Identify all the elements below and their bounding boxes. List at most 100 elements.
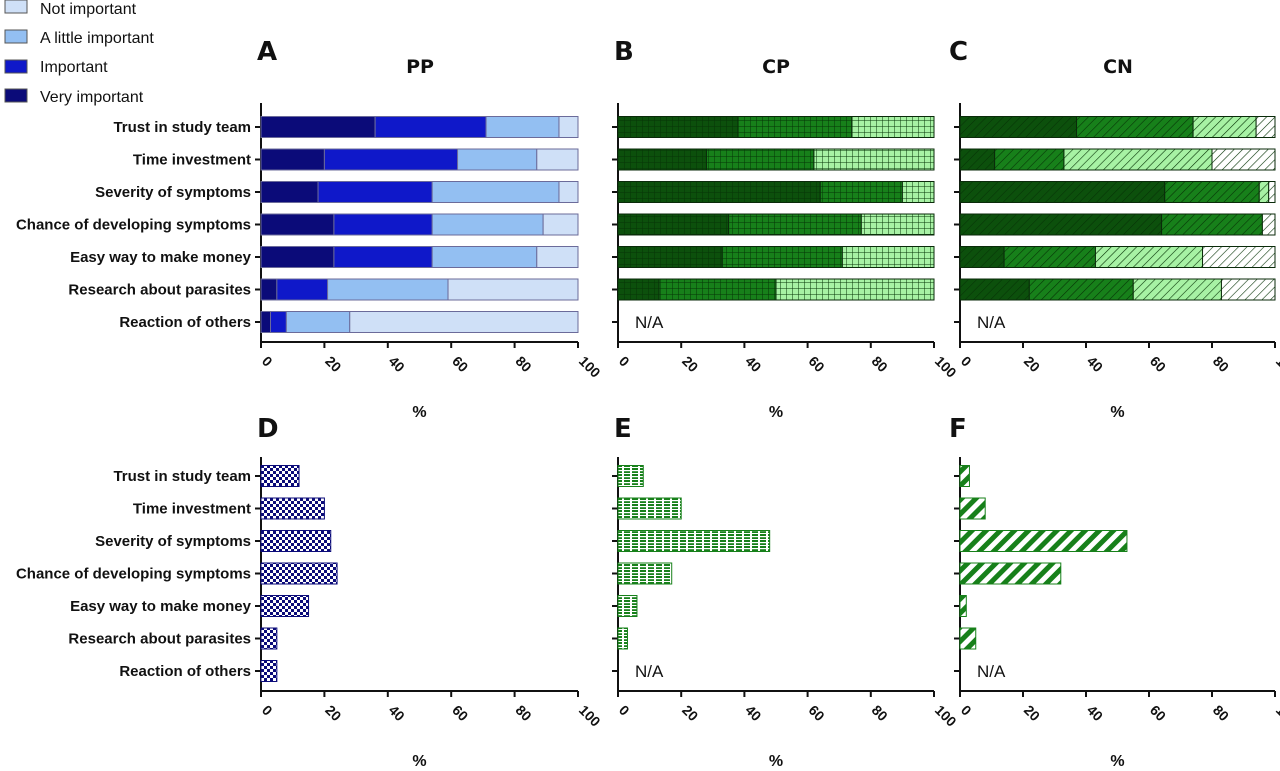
bar-segment-important-trust-in-study-team-pattern xyxy=(1076,116,1194,138)
bar-chance-of-developing-symptoms xyxy=(617,562,673,585)
x-tick-label-f: 20 xyxy=(1021,702,1043,724)
bar-reaction-of-others xyxy=(260,660,278,682)
na-label-f: N/A xyxy=(977,662,1006,681)
bar-segment-a-little-important-time-investment-pattern xyxy=(1063,149,1212,170)
panel-label-d: D xyxy=(257,414,279,444)
bar-segment-a-little-important-severity-of-symptoms-pattern xyxy=(902,181,934,203)
bar-segment-very-important-chance-of-developing-symptoms-pattern xyxy=(960,214,1162,235)
x-tick-label-a: 60 xyxy=(449,353,471,375)
bar-segment-a-little-important-time-investment xyxy=(457,148,538,171)
bar-severity-of-symptoms xyxy=(617,530,771,552)
bar-segment-important-severity-of-symptoms xyxy=(317,181,433,203)
x-tick-label-c: 20 xyxy=(1021,353,1043,375)
x-tick-label-f: 0 xyxy=(958,702,975,719)
legend-label-a-little-important: A little important xyxy=(40,30,154,47)
x-axis-title-e: % xyxy=(769,753,783,770)
bar-segment-not-important-trust-in-study-team xyxy=(558,116,579,138)
legend: Not important A little important Importa… xyxy=(4,0,154,106)
bar-time-investment xyxy=(959,497,986,520)
bar-segment-important-research-about-parasites-pattern xyxy=(1029,279,1134,300)
x-tick-label-e: 80 xyxy=(869,702,891,724)
bar-segment-important-research-about-parasites-pattern xyxy=(659,279,776,300)
x-tick-label-d: 80 xyxy=(512,702,534,724)
x-tick-label-b: 20 xyxy=(679,353,701,375)
x-tick-label-a: 0 xyxy=(259,353,276,370)
bar-segment-a-little-important-reaction-of-others xyxy=(285,311,351,333)
category-label-time-investment: Time investment xyxy=(133,501,251,518)
bar-segment-not-important-time-investment-pattern xyxy=(1212,149,1275,170)
x-tick-label-c: 100 xyxy=(1273,353,1280,381)
bar-segment-very-important-time-investment-pattern xyxy=(960,149,995,170)
bar-segment-not-important-severity-of-symptoms xyxy=(558,181,579,203)
legend-swatch-a-little-important xyxy=(4,29,28,44)
bar-segment-not-important-time-investment xyxy=(536,148,579,171)
bar-easy-way-to-make-money xyxy=(959,595,967,617)
category-label-easy-way-to-make-money: Easy way to make money xyxy=(70,249,252,266)
bar-segment-very-important-research-about-parasites xyxy=(260,278,278,301)
legend-swatch-important xyxy=(4,59,28,74)
bar-segment-a-little-important-research-about-parasites xyxy=(327,278,449,301)
bar-segment-important-severity-of-symptoms-pattern xyxy=(1164,181,1260,203)
category-label-severity-of-symptoms: Severity of symptoms xyxy=(95,184,251,201)
bar-segment-important-time-investment-pattern xyxy=(994,149,1064,170)
legend-label-very-important: Very important xyxy=(40,89,144,106)
x-tick-label-d: 100 xyxy=(576,702,604,730)
category-label-chance-of-developing-symptoms: Chance of developing symptoms xyxy=(16,217,251,234)
category-label-research-about-parasites: Research about parasites xyxy=(68,631,251,648)
bar-segment-a-little-important-time-investment-pattern xyxy=(813,149,934,170)
bar-segment-not-important-trust-in-study-team-pattern xyxy=(1256,116,1275,138)
bar-segment-not-important-easy-way-to-make-money xyxy=(536,246,579,268)
bar-segment-very-important-research-about-parasites-pattern xyxy=(618,279,660,300)
legend-swatch-not-important xyxy=(4,0,28,14)
bar-research-about-parasites xyxy=(959,627,977,650)
x-tick-label-c: 60 xyxy=(1147,353,1169,375)
panel-c: 0 20 40 60 80 100% N/A xyxy=(954,103,1280,421)
bar-research-about-parasites xyxy=(617,627,628,650)
bar-segment-not-important-severity-of-symptoms-pattern xyxy=(1268,181,1275,203)
bar-segment-very-important-easy-way-to-make-money-pattern xyxy=(960,246,1005,268)
bar-trust-in-study-team xyxy=(959,465,970,487)
legend-label-not-important: Not important xyxy=(40,1,137,18)
x-tick-label-b: 40 xyxy=(742,353,764,375)
x-tick-label-a: 20 xyxy=(322,353,344,375)
bar-segment-a-little-important-trust-in-study-team xyxy=(485,116,560,138)
x-tick-label-e: 20 xyxy=(679,702,701,724)
bar-segment-not-important-chance-of-developing-symptoms-pattern xyxy=(1262,214,1275,235)
x-tick-label-f: 80 xyxy=(1210,702,1232,724)
x-tick-label-c: 0 xyxy=(958,353,975,370)
x-tick-label-e: 0 xyxy=(616,702,633,719)
x-tick-label-c: 80 xyxy=(1210,353,1232,375)
category-label-time-investment: Time investment xyxy=(133,152,251,169)
x-axis-title-d: % xyxy=(412,753,426,770)
x-tick-label-e: 40 xyxy=(742,702,764,724)
x-tick-label-b: 60 xyxy=(805,353,827,375)
bar-segment-a-little-important-trust-in-study-team-pattern xyxy=(1193,116,1257,138)
na-label-c: N/A xyxy=(977,313,1006,332)
x-axis-title-b: % xyxy=(769,404,783,421)
x-axis-title-c: % xyxy=(1110,404,1124,421)
bar-segment-very-important-easy-way-to-make-money xyxy=(260,246,335,268)
bar-segment-very-important-trust-in-study-team xyxy=(260,116,376,138)
bar-segment-very-important-severity-of-symptoms-pattern xyxy=(618,181,821,203)
panel-label-f: F xyxy=(949,414,967,444)
panel-label-c: C xyxy=(949,37,968,67)
bar-segment-important-trust-in-study-team-pattern xyxy=(738,116,852,138)
legend-label-important: Important xyxy=(40,59,108,76)
bar-segment-very-important-reaction-of-others xyxy=(260,311,272,333)
bar-segment-a-little-important-trust-in-study-team-pattern xyxy=(851,116,934,138)
bar-segment-important-chance-of-developing-symptoms xyxy=(333,213,433,236)
bar-segment-very-important-chance-of-developing-symptoms xyxy=(260,213,335,236)
panel-f: 0 20 40 60 80 100% N/A xyxy=(954,457,1280,770)
x-tick-label-d: 0 xyxy=(259,702,276,719)
bar-segment-very-important-easy-way-to-make-money-pattern xyxy=(618,246,723,268)
panel-label-b: B xyxy=(614,37,634,67)
bar-segment-very-important-chance-of-developing-symptoms-pattern xyxy=(618,214,729,235)
legend-item-a-little-important: A little important xyxy=(4,29,154,47)
bar-research-about-parasites xyxy=(260,627,278,650)
category-label-reaction-of-others: Reaction of others xyxy=(119,314,251,331)
bar-segment-important-trust-in-study-team xyxy=(374,116,487,138)
x-tick-label-a: 40 xyxy=(386,353,408,375)
bar-segment-a-little-important-severity-of-symptoms xyxy=(431,181,560,203)
x-tick-label-f: 100 xyxy=(1273,702,1280,730)
panel-title-cn: CN xyxy=(1103,56,1133,78)
